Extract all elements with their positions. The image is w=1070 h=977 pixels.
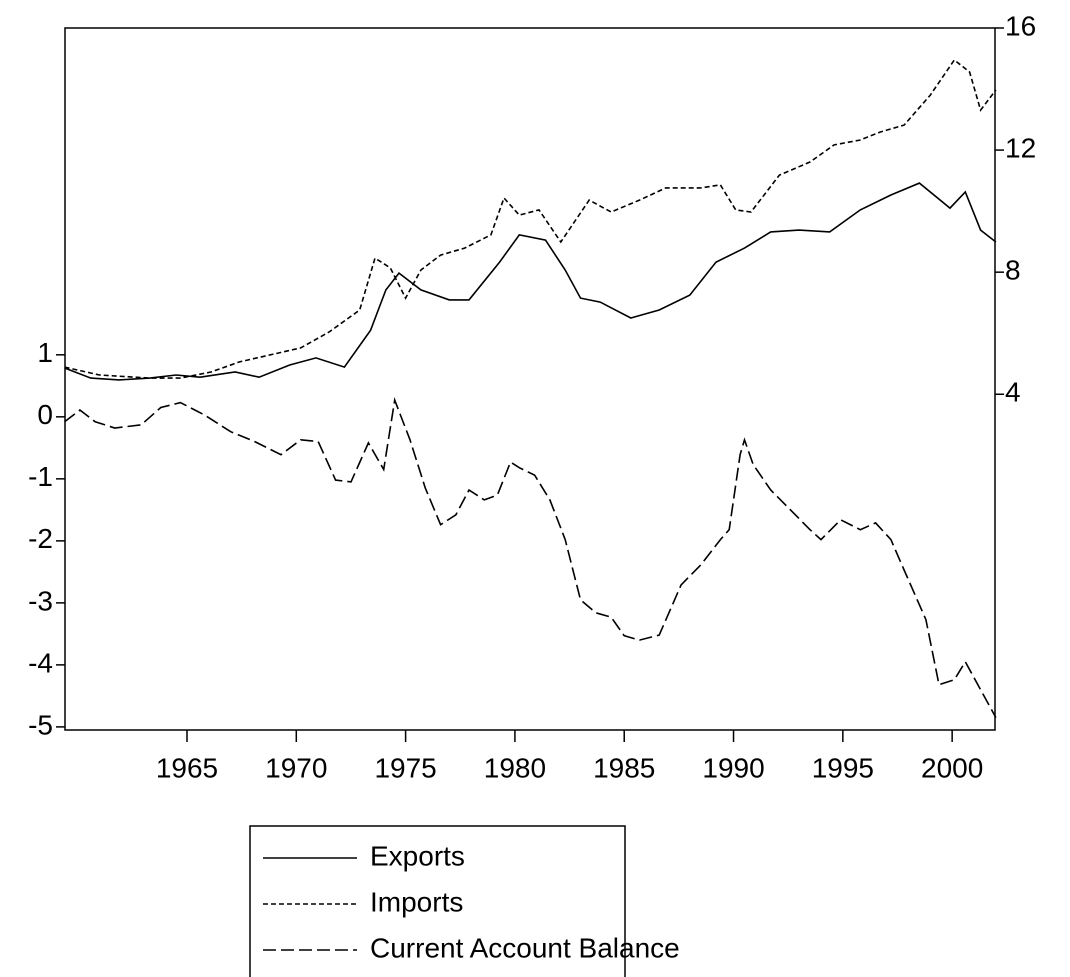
legend-box	[249, 825, 626, 977]
y2-tick-label: 8	[1005, 255, 1021, 286]
y-tick-label: -1	[28, 461, 53, 492]
x-tick-label: 1985	[593, 752, 655, 783]
series-line	[64, 58, 997, 379]
y2-tick-label: 4	[1005, 377, 1021, 408]
x-tick-label: 1990	[702, 752, 764, 783]
y-tick-label: 0	[37, 399, 53, 430]
y-tick-label: -3	[28, 585, 53, 616]
legend-label: Imports	[370, 886, 463, 917]
legend-label: Current Account Balance	[370, 932, 680, 963]
x-tick-label: 1995	[812, 752, 874, 783]
x-tick-label: 2000	[921, 752, 983, 783]
legend-label: Exports	[370, 840, 465, 871]
y-tick-label: -5	[28, 709, 53, 740]
y-tick-label: -4	[28, 647, 53, 678]
x-tick-label: 1975	[374, 752, 436, 783]
y-tick-label: 1	[37, 337, 53, 368]
series-line	[64, 397, 997, 718]
x-tick-label: 1970	[265, 752, 327, 783]
y-tick-label: -2	[28, 523, 53, 554]
x-tick-label: 1965	[156, 752, 218, 783]
x-tick-label: 1980	[484, 752, 546, 783]
series-line	[64, 182, 997, 381]
plot-frame	[64, 27, 996, 731]
y2-tick-label: 16	[1005, 10, 1036, 41]
y2-tick-label: 12	[1005, 132, 1036, 163]
